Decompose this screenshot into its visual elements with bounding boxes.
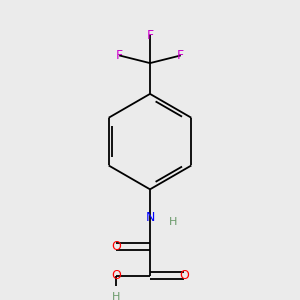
Text: O: O	[111, 240, 121, 253]
Text: F: F	[146, 29, 154, 42]
Text: F: F	[116, 49, 123, 62]
Text: F: F	[177, 49, 184, 62]
Text: H: H	[169, 217, 177, 227]
Text: H: H	[112, 292, 120, 300]
Text: O: O	[111, 269, 121, 282]
Text: O: O	[179, 269, 189, 282]
Text: N: N	[145, 211, 155, 224]
